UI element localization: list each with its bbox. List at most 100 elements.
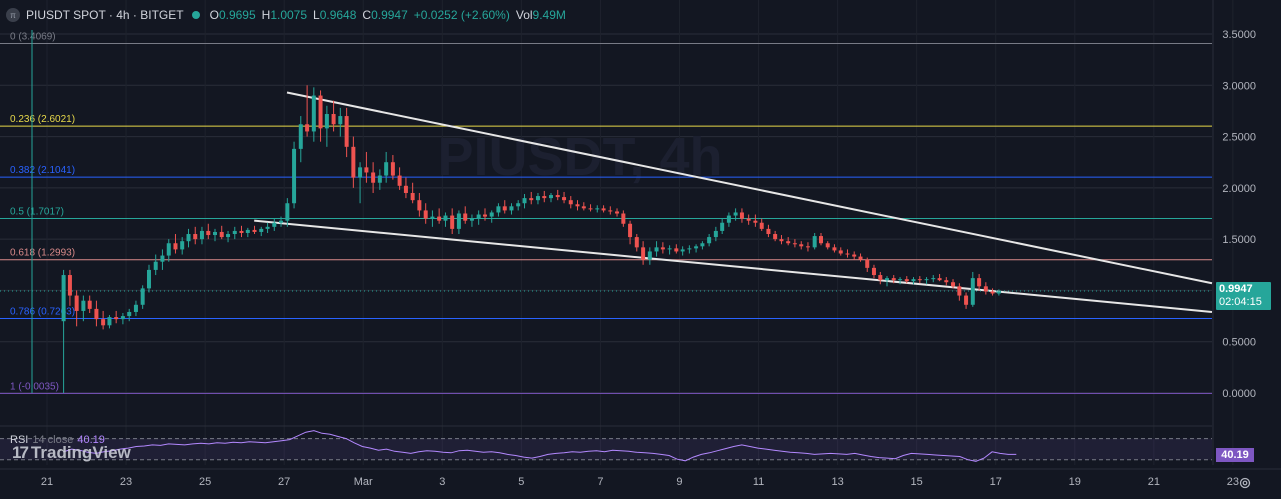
candle-body bbox=[694, 246, 699, 249]
time-tick-label: 17 bbox=[990, 476, 1002, 488]
candle-body bbox=[265, 226, 270, 229]
fib-level-label: 0.618 (1.2993) bbox=[10, 248, 75, 259]
candle-body bbox=[120, 316, 125, 320]
candle-body bbox=[720, 222, 725, 231]
candle-body bbox=[911, 279, 916, 282]
candle-body bbox=[805, 246, 810, 248]
candle-body bbox=[660, 247, 665, 250]
time-tick-label: 5 bbox=[518, 476, 524, 488]
candle-body bbox=[904, 279, 909, 282]
candle-body bbox=[647, 251, 652, 260]
candle-body bbox=[206, 230, 211, 236]
symbol-title[interactable]: PIUSDT SPOT · 4h · BITGET bbox=[26, 8, 184, 22]
candle-body bbox=[687, 248, 692, 250]
last-price-badge: 0.9947 02:04:15 bbox=[1216, 282, 1271, 310]
time-tick-label: 3 bbox=[439, 476, 445, 488]
candle-body bbox=[818, 236, 823, 244]
time-tick-label: 27 bbox=[278, 476, 290, 488]
candle-body bbox=[924, 279, 929, 281]
candle-body bbox=[173, 243, 178, 250]
candle-body bbox=[305, 124, 310, 132]
candle-body bbox=[832, 247, 837, 251]
fib-level-label: 1 (-0.0035) bbox=[10, 381, 59, 392]
candle-body bbox=[252, 229, 257, 232]
time-tick-label: 21 bbox=[41, 476, 53, 488]
candle-body bbox=[786, 241, 791, 244]
ohlc-high: H1.0075 bbox=[261, 8, 308, 22]
candle-body bbox=[608, 210, 613, 212]
candle-body bbox=[845, 253, 850, 255]
candle-body bbox=[641, 247, 646, 260]
candle-body bbox=[838, 250, 843, 254]
price-tick-label: 0.0000 bbox=[1222, 388, 1256, 400]
rsi-name: RSI bbox=[10, 434, 29, 446]
ohlc-close: C0.9947 bbox=[362, 8, 408, 22]
trendline-group[interactable] bbox=[0, 91, 1213, 313]
candle-body bbox=[891, 278, 896, 281]
candle-body bbox=[390, 162, 395, 176]
rsi-pane[interactable] bbox=[0, 425, 1212, 462]
candle-body bbox=[259, 228, 264, 232]
candle-body bbox=[199, 230, 204, 240]
fib-level-label: 0.236 (2.6021) bbox=[10, 114, 75, 125]
candle-body bbox=[331, 114, 336, 125]
trendline-upper bbox=[286, 91, 1213, 285]
candle-body bbox=[410, 192, 415, 201]
candle-body bbox=[94, 308, 99, 320]
candle-body bbox=[615, 211, 620, 214]
candle-body bbox=[430, 216, 435, 219]
candle-body bbox=[324, 114, 329, 129]
candle-body bbox=[759, 222, 764, 229]
candle-body bbox=[549, 195, 554, 199]
price-axis[interactable]: 3.50003.00002.50002.00001.50001.00000.50… bbox=[1212, 0, 1256, 465]
time-tick-label: 11 bbox=[753, 476, 764, 488]
trendline-lower bbox=[254, 219, 1213, 313]
candle-body bbox=[707, 237, 712, 244]
candle-body bbox=[226, 234, 231, 238]
candle-body bbox=[292, 148, 297, 204]
ohlc-volume: Vol9.49M bbox=[515, 8, 566, 22]
candle-body bbox=[61, 275, 66, 322]
candle-body bbox=[951, 282, 956, 287]
candle-body bbox=[186, 234, 191, 242]
price-tick-label: 0.5000 bbox=[1222, 337, 1256, 349]
gear-icon[interactable] bbox=[1238, 476, 1252, 490]
candle-body bbox=[628, 223, 633, 238]
candle-body bbox=[496, 206, 501, 213]
rsi-line bbox=[63, 430, 1017, 462]
candle-body bbox=[232, 230, 237, 235]
price-tick-label: 2.5000 bbox=[1222, 132, 1256, 144]
candle-body bbox=[509, 206, 514, 211]
candle-body bbox=[621, 213, 626, 224]
tradingview-logo[interactable]: 17 TradingView bbox=[12, 443, 131, 463]
candle-body bbox=[166, 243, 171, 256]
candle-body bbox=[146, 269, 151, 289]
time-tick-label: Mar bbox=[354, 476, 373, 488]
candle-body bbox=[634, 237, 639, 248]
candle-body bbox=[285, 203, 290, 221]
candle-body bbox=[885, 278, 890, 281]
candle-body bbox=[746, 218, 751, 221]
candle-body bbox=[338, 116, 343, 125]
time-axis[interactable]: 21 23 25 27 Mar 3 5 7 9 11 13 15 17 19 21 23 bbox=[0, 468, 1281, 488]
candle-body bbox=[153, 261, 158, 270]
candle-body bbox=[272, 222, 277, 227]
rsi-legend[interactable]: RSI 14 close 40.19 bbox=[10, 434, 105, 446]
ohlc-change: +0.0252 (+2.60%) bbox=[413, 8, 510, 22]
candle-body bbox=[127, 311, 132, 317]
candle-body bbox=[990, 291, 995, 294]
candle-body bbox=[753, 220, 758, 223]
candle-body bbox=[351, 146, 356, 178]
fibonacci-retracement[interactable]: 0 (3.4069) 0.236 (2.6021) 0.382 (2.1041) 0.… bbox=[0, 30, 1212, 394]
candle-body bbox=[417, 200, 422, 211]
fib-level-label: 0.5 (1.7017) bbox=[10, 206, 64, 217]
candle-body bbox=[713, 230, 718, 238]
rsi-value: 40.19 bbox=[77, 434, 105, 446]
candle-body bbox=[516, 203, 521, 207]
candle-body bbox=[344, 116, 349, 147]
candle-body bbox=[358, 167, 363, 178]
candle-body bbox=[298, 124, 303, 149]
candle-body bbox=[964, 295, 969, 305]
chart-legend-header: π PIUSDT SPOT · 4h · BITGET O0.9695 H1.0… bbox=[6, 6, 566, 24]
